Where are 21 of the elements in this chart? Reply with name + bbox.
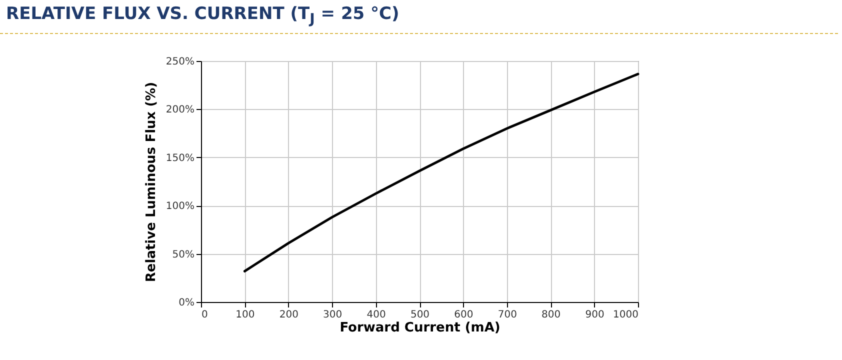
y-tick-label: 150% [166,152,194,164]
chart-title: RELATIVE FLUX VS. CURRENT (T$_{J}$ = 25 °C) [0,0,838,34]
x-tick-label: 1000 [613,310,638,320]
y-tick-label: 0% [178,298,194,308]
y-tick-label: 50% [172,249,194,260]
x-tick-label: 100 [236,310,255,320]
x-tick-label: 200 [279,310,298,320]
y-axis-title: Relative Luminous Flux (%) [144,82,159,282]
x-tick-label: 700 [498,310,517,320]
x-tick-label: 900 [585,310,604,320]
x-axis-title: Forward Current (mA) [340,320,500,336]
x-tick-label: 300 [323,310,342,320]
x-tick-label: 0 [202,310,208,320]
x-tick-label: 400 [366,310,386,320]
y-tick-label: 200% [166,104,194,116]
line-series [243,72,640,272]
y-tick-label: 100% [166,201,194,212]
x-tick-label: 500 [410,310,430,320]
y-tick-label: 250% [166,56,194,68]
x-tick-label: 600 [454,310,474,320]
x-tick-label: 800 [542,310,561,320]
